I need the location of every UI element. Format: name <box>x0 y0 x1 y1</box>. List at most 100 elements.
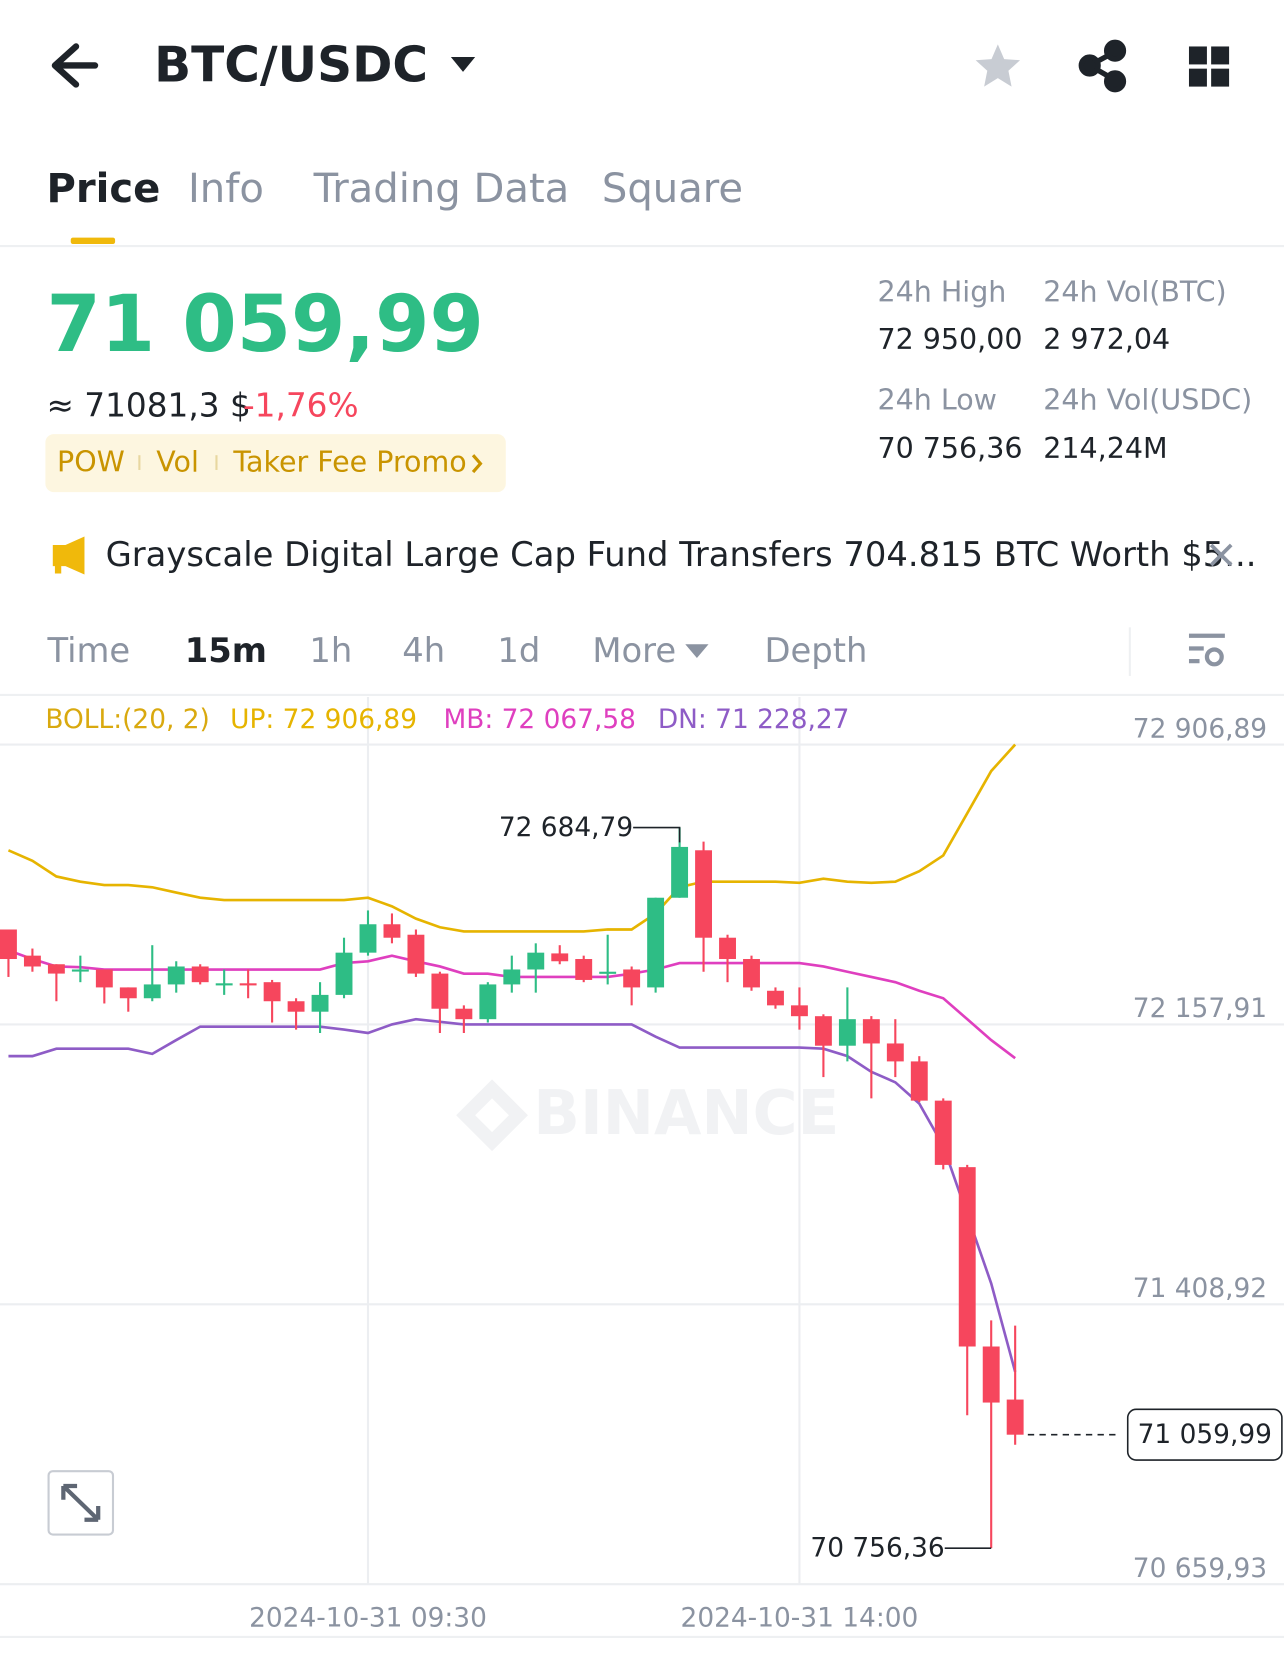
tag[interactable]: Vol <box>156 446 199 479</box>
fiat-price: ≈ 71081,3 $ <box>46 387 250 425</box>
fullscreen-icon <box>61 1483 101 1522</box>
tag-chevron <box>471 454 483 474</box>
candle-body <box>743 959 760 988</box>
candle-body <box>455 1008 473 1020</box>
candle-body <box>719 937 736 960</box>
min-price-label: 70 756,36 <box>810 1533 944 1564</box>
watermark: BINANCE <box>533 1078 839 1149</box>
current-price-box <box>1126 1408 1283 1461</box>
bollinger-line <box>8 1017 1017 1373</box>
interval[interactable]: Time <box>47 631 131 670</box>
candle-body <box>143 984 161 999</box>
interval[interactable]: More <box>592 631 676 670</box>
stat-label: 24h High <box>877 276 1006 309</box>
stat-value: 72 950,00 <box>877 323 1022 356</box>
candle-body <box>503 969 521 985</box>
share-button[interactable] <box>1078 39 1127 93</box>
tag[interactable]: Taker Fee Promo <box>232 446 466 479</box>
more-dropdown[interactable] <box>685 644 709 658</box>
candle-body <box>862 1019 880 1044</box>
candle-body <box>527 952 545 970</box>
candle-body <box>886 1043 904 1062</box>
news-close[interactable] <box>1209 543 1233 567</box>
y-tick-label: 70 659,93 <box>1133 1553 1267 1584</box>
candle-body <box>215 983 233 986</box>
candle-body <box>335 952 353 995</box>
tab-indicator <box>70 237 116 244</box>
candle-body <box>695 850 713 938</box>
candle-body <box>95 969 113 988</box>
stat-value: 214,24M <box>1043 432 1167 465</box>
interval[interactable]: 4h <box>402 631 445 670</box>
candle-body <box>767 990 784 1006</box>
candle-body <box>958 1167 976 1347</box>
candle-body <box>982 1346 1000 1403</box>
indicator-label: BOLL:(20, 2) <box>45 704 209 735</box>
favorite-star[interactable] <box>975 44 1021 87</box>
legend-entry: DN: 71 228,27 <box>658 704 850 735</box>
stat-value: 2 972,04 <box>1043 323 1170 356</box>
tab[interactable]: Trading Data <box>313 166 570 212</box>
candle-body <box>191 966 209 983</box>
annotation-leader <box>633 826 681 843</box>
back-button[interactable] <box>51 43 99 88</box>
candle-body <box>599 971 617 974</box>
y-tick-label: 72 157,91 <box>1133 993 1267 1024</box>
candle-body <box>790 1005 808 1017</box>
tab[interactable]: Info <box>188 166 264 212</box>
max-price-label: 72 684,79 <box>499 812 633 843</box>
x-tick-label: 2024-10-31 14:00 <box>681 1603 919 1634</box>
pair-title[interactable]: BTC/USDC <box>154 38 428 94</box>
interval[interactable]: 15m <box>185 631 267 670</box>
watermark-logo <box>456 1079 528 1152</box>
y-tick-label: 72 906,89 <box>1133 713 1267 744</box>
candle-body <box>479 984 497 1020</box>
pair-dropdown[interactable] <box>450 57 476 72</box>
tab[interactable]: Square <box>602 166 743 212</box>
candle-body <box>407 934 425 974</box>
layout-button[interactable] <box>1188 46 1230 87</box>
y-tick-label: 71 408,92 <box>1133 1273 1267 1304</box>
interval[interactable]: 1h <box>309 631 352 670</box>
candle-body <box>575 959 593 980</box>
candle-body <box>311 994 329 1012</box>
interval[interactable]: Depth <box>764 631 867 670</box>
candle-body <box>814 1016 832 1046</box>
legend-entry: UP: 72 906,89 <box>230 704 417 735</box>
candle-body <box>167 966 185 985</box>
candle-body <box>551 953 569 962</box>
candle-body <box>623 969 641 988</box>
candle-body <box>23 955 41 967</box>
legend-entry: MB: 72 067,58 <box>443 704 635 735</box>
candle-body <box>934 1100 952 1165</box>
candle-body <box>71 969 89 972</box>
bollinger-line <box>7 743 1017 933</box>
candlestick-chart: BINANCE 70 659,93 71 408,92 72 157,91 72 906… <box>0 697 1284 1634</box>
candle-body <box>47 964 65 974</box>
stat-label: 24h Low <box>877 383 997 416</box>
chart-settings[interactable] <box>1188 633 1225 667</box>
candle-body <box>359 924 377 953</box>
tag[interactable]: POW <box>57 446 125 479</box>
x-tick-label: 2024-10-31 09:30 <box>249 1603 487 1634</box>
news-icon <box>52 536 85 575</box>
tab[interactable]: Price <box>46 166 160 212</box>
last-price: 71 059,99 <box>46 279 483 370</box>
candle-body <box>910 1061 928 1101</box>
candle-body <box>671 846 689 898</box>
tag-bar[interactable] <box>45 434 506 493</box>
current-price-label: 71 059,99 <box>1138 1419 1272 1450</box>
price-change: -1,76% <box>243 387 359 425</box>
stat-value: 70 756,36 <box>877 432 1022 465</box>
candle-body <box>838 1019 856 1046</box>
candle-body <box>239 983 257 986</box>
candle-body <box>287 1001 305 1012</box>
candle-body <box>119 987 137 999</box>
stat-label: 24h Vol(USDC) <box>1043 383 1252 416</box>
candle-body <box>431 973 449 1009</box>
news-text[interactable]: Grayscale Digital Large Cap Fund Transfe… <box>106 535 1257 574</box>
interval[interactable]: 1d <box>497 631 540 670</box>
candle-body <box>647 897 665 988</box>
